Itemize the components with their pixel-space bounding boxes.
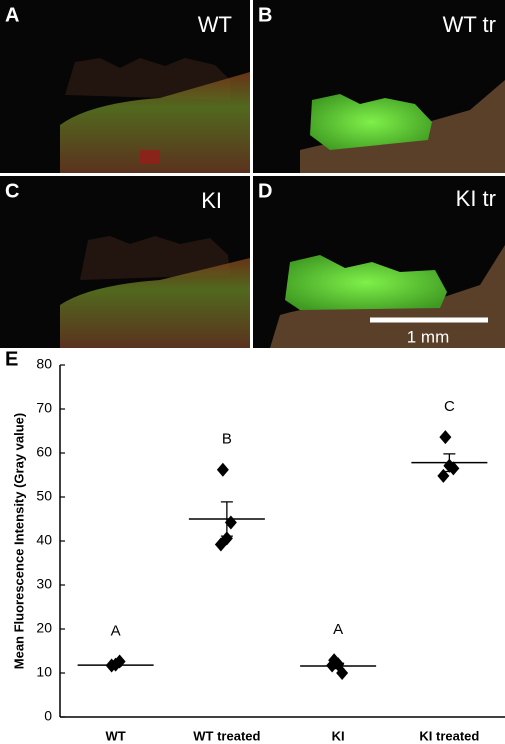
panel-title: KI tr — [456, 186, 496, 211]
y-tick-label: 70 — [36, 400, 52, 416]
y-tick-label: 80 — [36, 356, 52, 372]
y-tick-label: 40 — [36, 532, 52, 548]
y-tick-label: 0 — [44, 708, 52, 724]
panel-d: 1 mm — [253, 176, 505, 348]
y-tick-label: 20 — [36, 620, 52, 636]
x-tick-label: WT treated — [193, 728, 260, 743]
panel-letter: C — [5, 180, 19, 202]
error-bar — [109, 663, 122, 668]
y-tick-label: 60 — [36, 444, 52, 460]
panel-letter: E — [5, 348, 18, 370]
panel-b — [253, 0, 505, 173]
x-tick-label: KI — [332, 728, 345, 743]
x-tick-label: WT — [106, 728, 126, 743]
panel-c — [0, 176, 250, 348]
group-letter: B — [222, 431, 232, 448]
data-point — [216, 462, 229, 477]
y-tick-label: 10 — [36, 664, 52, 680]
panel-letter: A — [5, 4, 19, 26]
error-bar — [443, 453, 456, 473]
data-point — [437, 468, 450, 483]
data-point — [214, 537, 227, 552]
data-point — [439, 430, 452, 445]
error-bar — [220, 501, 233, 537]
y-axis-title: Mean Fluorescence Intensity (Gray value) — [11, 413, 26, 669]
error-bar — [332, 662, 345, 670]
panel-letter: B — [258, 4, 272, 26]
y-tick-label: 30 — [36, 576, 52, 592]
panel-title: WT tr — [443, 12, 496, 37]
panel-letter: D — [258, 180, 272, 202]
plot: 0 10 20 30 40 50 60 70 80 WT A WT treated B KI A KI tre… — [36, 356, 505, 743]
group-letter: C — [444, 398, 455, 415]
y-tick-label: 50 — [36, 488, 52, 504]
scale-bar-label: 1 mm — [407, 327, 450, 346]
x-tick-label: KI treated — [419, 728, 479, 743]
panel-title: WT — [198, 12, 232, 37]
panel-title: KI — [201, 188, 222, 213]
panel-a — [0, 0, 250, 173]
group-letter: A — [333, 621, 343, 638]
group-letter: A — [111, 623, 121, 640]
